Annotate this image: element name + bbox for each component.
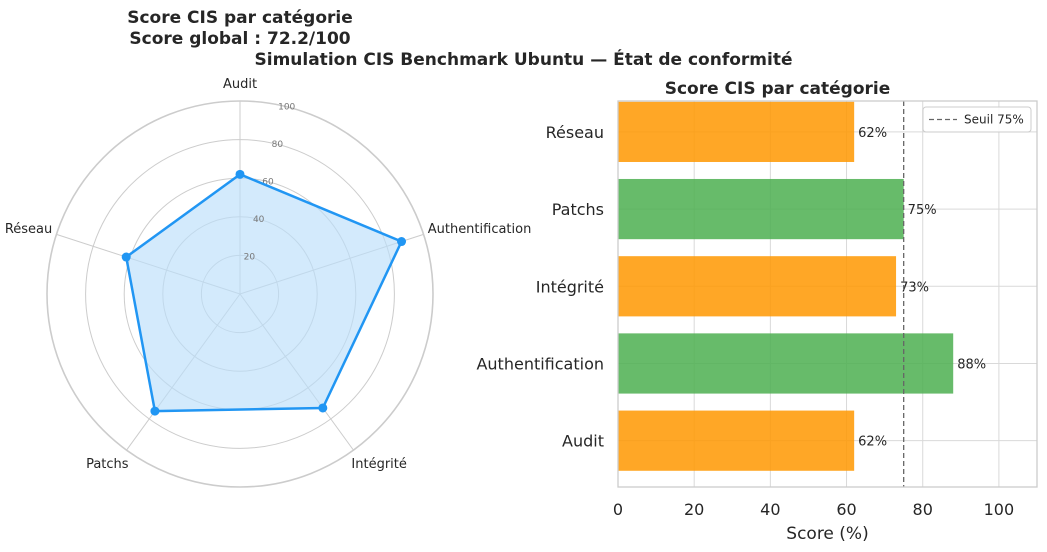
bar-x-tick-label: 80	[913, 500, 933, 519]
radar-category-label: Réseau	[5, 222, 52, 237]
bar-value-label: 62%	[858, 126, 887, 141]
radar-point	[235, 169, 245, 179]
radar-category-label: Intégrité	[351, 457, 406, 472]
radar-line	[124, 173, 403, 413]
bar-chart-title: Score CIS par catégorie	[665, 79, 891, 99]
bar	[618, 256, 897, 317]
radar-point	[121, 252, 131, 262]
radar-title-line2: Score global : 72.2/100	[129, 29, 351, 49]
bar	[618, 333, 954, 394]
bar-value-label: 62%	[858, 435, 887, 450]
bar-value-label: 88%	[957, 357, 986, 372]
bar-plot-frame	[617, 100, 1038, 488]
bar-value-label: 73%	[900, 280, 929, 295]
bar-x-tick-label: 20	[684, 500, 704, 519]
bar	[618, 178, 904, 240]
radar-category-label: Authentification	[428, 222, 532, 237]
radar-r-tick-label: 20	[244, 253, 256, 263]
radar-category-label: Audit	[223, 77, 257, 92]
bar-x-tick-label: 100	[984, 500, 1015, 519]
bar	[618, 101, 855, 162]
bar-category-label: Intégrité	[536, 277, 604, 296]
radar-point	[397, 237, 407, 247]
bar-legend-label: Seuil 75%	[964, 113, 1024, 127]
bar-x-tick-label: 40	[760, 500, 780, 519]
radar-point	[150, 406, 160, 416]
bar-value-label: 75%	[908, 203, 937, 218]
bar-x-tick-label: 60	[836, 500, 856, 519]
bar-x-tick-label: 0	[613, 500, 623, 519]
radar-category-label: Patchs	[86, 457, 129, 472]
radar-title: Score CIS par catégorie Score global : 7…	[40, 8, 440, 50]
radar-r-tick-label: 80	[272, 140, 284, 150]
bar-category-label: Authentification	[476, 354, 604, 373]
radar-r-tick-label: 100	[278, 103, 295, 113]
bar-category-label: Audit	[562, 432, 604, 451]
bar-x-axis-label: Score (%)	[786, 524, 868, 544]
radar-r-tick-label: 60	[262, 178, 274, 188]
radar-area	[126, 174, 402, 412]
bar-category-label: Réseau	[546, 123, 604, 142]
figure-suptitle: Simulation CIS Benchmark Ubuntu — État d…	[254, 50, 793, 70]
radar-title-line1: Score CIS par catégorie	[127, 8, 353, 28]
bar-category-label: Patchs	[552, 200, 604, 219]
radar-point	[318, 403, 328, 413]
radar-r-tick-label: 40	[253, 215, 265, 225]
bar-legend-box	[922, 106, 1032, 133]
bar	[618, 410, 855, 471]
